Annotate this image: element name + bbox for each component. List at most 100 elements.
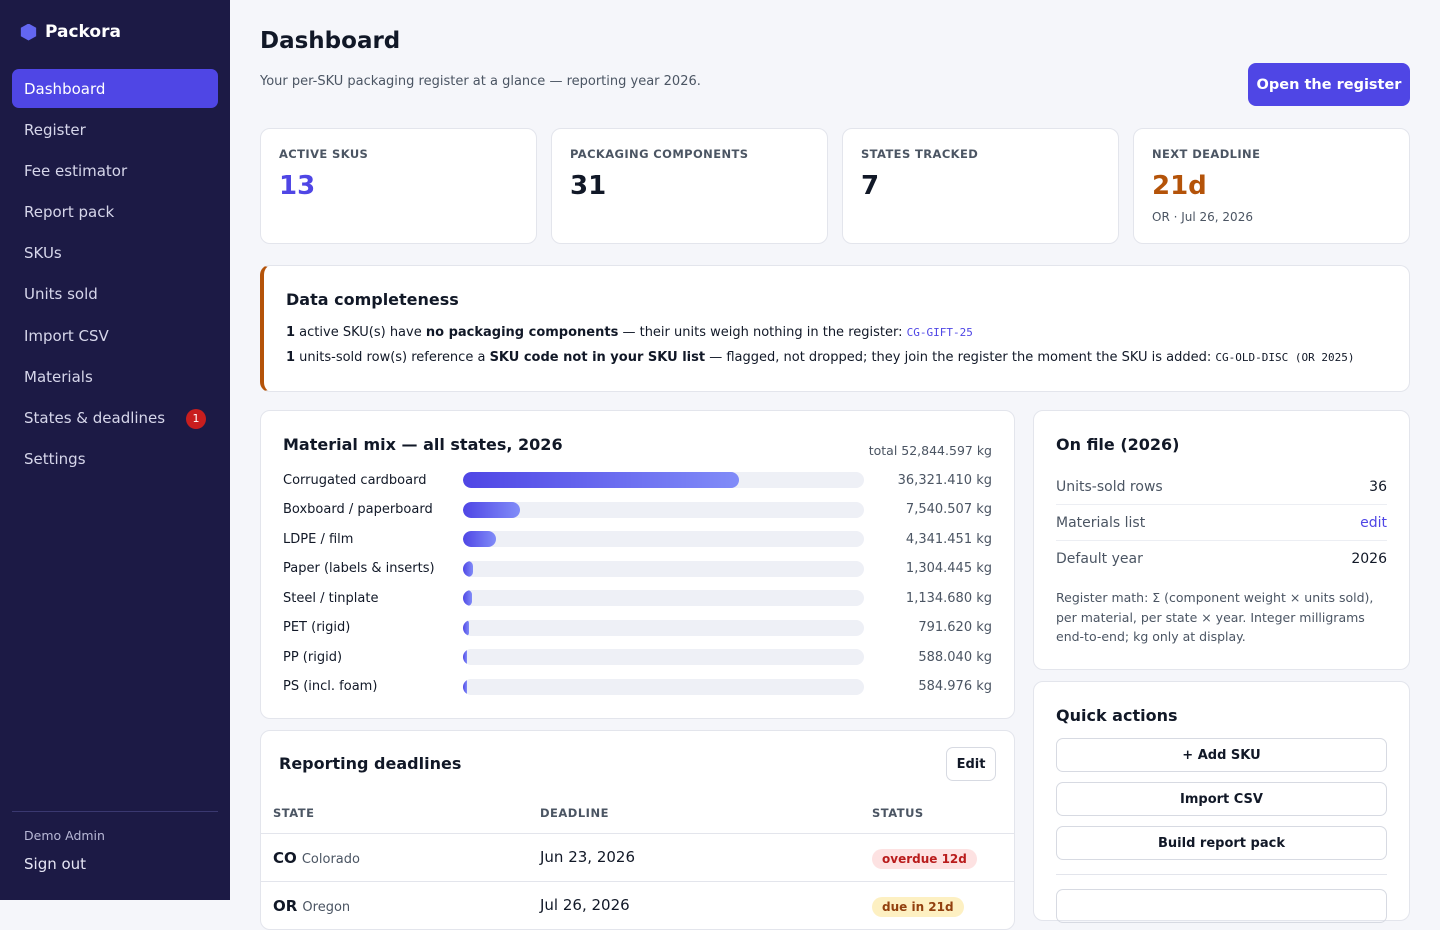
text-segment: 1: [286, 350, 296, 365]
bar-label: Paper (labels & inserts): [283, 561, 435, 576]
nav-item[interactable]: SKUs: [12, 234, 218, 273]
user-name: Demo Admin: [24, 828, 105, 843]
edit-button[interactable]: Edit: [946, 747, 996, 781]
bar-row: Boxboard / paperboard 7,540.507 kg: [283, 495, 992, 525]
brand-name: Packora: [45, 22, 121, 42]
info-value: 36: [1369, 478, 1387, 495]
quick-action[interactable]: Build report pack: [1056, 826, 1387, 860]
card-title: On file (2026): [1056, 435, 1180, 454]
stat-card: PACKAGING COMPONENTS 31: [551, 128, 828, 244]
state-name: Colorado: [301, 851, 360, 867]
deadlines-card: Reporting deadlines Edit STATE DEADLINE ST…: [260, 730, 1015, 930]
on-file-card: On file (2026) Register math: Σ (compone…: [1033, 410, 1410, 670]
bar: [463, 501, 521, 518]
nav-label: Settings: [24, 450, 86, 469]
bar-value-label: 36,321.410 kg: [897, 472, 992, 488]
info-value[interactable]: edit: [1360, 514, 1387, 531]
page: Packora Dashboard Register Fee estimator Re…: [0, 0, 1410, 930]
quick-actions-card: Quick actions + Add SKU Import CSV Build r…: [1033, 681, 1410, 923]
stat-value: 7: [861, 171, 880, 201]
brand[interactable]: Packora: [20, 22, 121, 42]
info-label: Default year: [1056, 551, 1143, 567]
column-header: DEADLINE: [540, 805, 609, 820]
state-cell: OR Oregon: [261, 881, 528, 929]
bar-value-label: 1,304.445 kg: [905, 561, 992, 576]
stat-label: ACTIVE SKUS: [279, 147, 369, 161]
bar-row: Paper (labels & inserts) 1,304.445 kg: [283, 554, 992, 584]
stat-card: ACTIVE SKUS 13: [260, 128, 537, 244]
bar-row: Corrugated cardboard 36,321.410 kg: [283, 465, 992, 495]
stat-label: NEXT DEADLINE: [1152, 147, 1261, 161]
bar-track: [463, 619, 864, 636]
bar-track: [463, 501, 864, 518]
nav-item[interactable]: Import CSV: [12, 316, 218, 355]
nav-label: States & deadlines: [24, 409, 166, 427]
nav-label: Materials: [24, 367, 93, 386]
completeness-line: 1 active SKU(s) have no packaging compon…: [286, 325, 973, 340]
state-code: OR: [273, 896, 298, 915]
nav-item[interactable]: Materials: [12, 357, 218, 396]
bar-track: [463, 531, 864, 547]
text-segment: units-sold row(s) reference a: [295, 350, 490, 365]
open-register-button[interactable]: Open the register: [1248, 63, 1410, 106]
bar-value-label: 4,341.451 kg: [905, 531, 992, 547]
bar-label: Boxboard / paperboard: [283, 502, 433, 517]
bar-row: PS (incl. foam) 584.976 kg: [283, 672, 992, 702]
nav-label: SKUs: [24, 244, 62, 263]
nav-item[interactable]: Report pack: [12, 193, 218, 232]
state-cell: CO Colorado: [261, 833, 528, 881]
sign-out[interactable]: Sign out: [24, 855, 87, 873]
status-cell: due in 21d: [860, 881, 1014, 929]
bar-value-label: 1,134.680 kg: [905, 590, 992, 606]
text-segment: 1: [286, 325, 296, 340]
nav-item[interactable]: Fee estimator: [12, 151, 218, 190]
nav-item[interactable]: Settings: [12, 440, 218, 479]
bar: [463, 649, 468, 665]
stat-value: 31: [570, 171, 607, 201]
nav-item[interactable]: States & deadlines 1: [12, 399, 218, 438]
chart-title: Material mix — all states, 2026: [283, 435, 563, 454]
logo: [20, 23, 37, 41]
info-row: Default year 2026: [1056, 541, 1387, 577]
bar-label: LDPE / film: [283, 531, 354, 547]
deadline-row: CO Colorado Jun 23, 2026 overdue 12d: [261, 833, 1014, 881]
sidebar: Packora Dashboard Register Fee estimator Re…: [0, 0, 230, 900]
state-code: CO: [273, 848, 297, 867]
bar-row: PET (rigid) 791.620 kg: [283, 613, 992, 643]
bar-label: Corrugated cardboard: [283, 472, 427, 488]
bar: [463, 560, 473, 577]
card-title: Data completeness: [286, 290, 459, 309]
quick-action[interactable]: [1056, 889, 1387, 923]
column-header: STATUS: [872, 805, 924, 820]
quick-action[interactable]: + Add SKU: [1056, 738, 1387, 772]
bar-track: [463, 472, 864, 488]
info-value: 2026: [1351, 551, 1387, 567]
bar-track: [463, 590, 864, 606]
deadline-date: Jun 23, 2026: [540, 848, 636, 866]
text-segment: CG-OLD-DISC (OR 2025): [1215, 351, 1355, 364]
bar-track: [463, 678, 864, 695]
total-label: total 52,844.597 kg: [868, 443, 992, 458]
note: Register math: Σ (component weight × uni…: [1056, 590, 1374, 644]
nav-label: Report pack: [24, 203, 115, 222]
card-title: Quick actions: [1056, 706, 1178, 725]
stat-label: PACKAGING COMPONENTS: [570, 147, 749, 161]
bar-label: PS (incl. foam): [283, 679, 378, 694]
bar-value-label: 588.040 kg: [918, 649, 992, 665]
page-title: Dashboard: [260, 28, 401, 54]
quick-action[interactable]: Import CSV: [1056, 782, 1387, 816]
bar: [463, 531, 496, 547]
stat-card: NEXT DEADLINE 21d OR · Jul 26, 2026: [1133, 128, 1410, 244]
text-segment: CG-GIFT-25: [906, 326, 973, 339]
nav: Dashboard Register Fee estimator Report pac…: [12, 69, 218, 481]
nav-item[interactable]: Register: [12, 110, 218, 149]
nav-label: Dashboard: [24, 79, 106, 98]
nav-item[interactable]: Units sold: [12, 275, 218, 314]
bar-value-label: 791.620 kg: [918, 620, 992, 635]
nav-item[interactable]: Dashboard: [12, 69, 218, 108]
state-name: Oregon: [302, 899, 351, 915]
deadline-date: Jul 26, 2026: [540, 896, 630, 914]
sidebar-footer: Demo Admin Sign out: [12, 811, 218, 873]
text-segment: active SKU(s) have: [295, 325, 426, 340]
bar: [463, 619, 469, 636]
